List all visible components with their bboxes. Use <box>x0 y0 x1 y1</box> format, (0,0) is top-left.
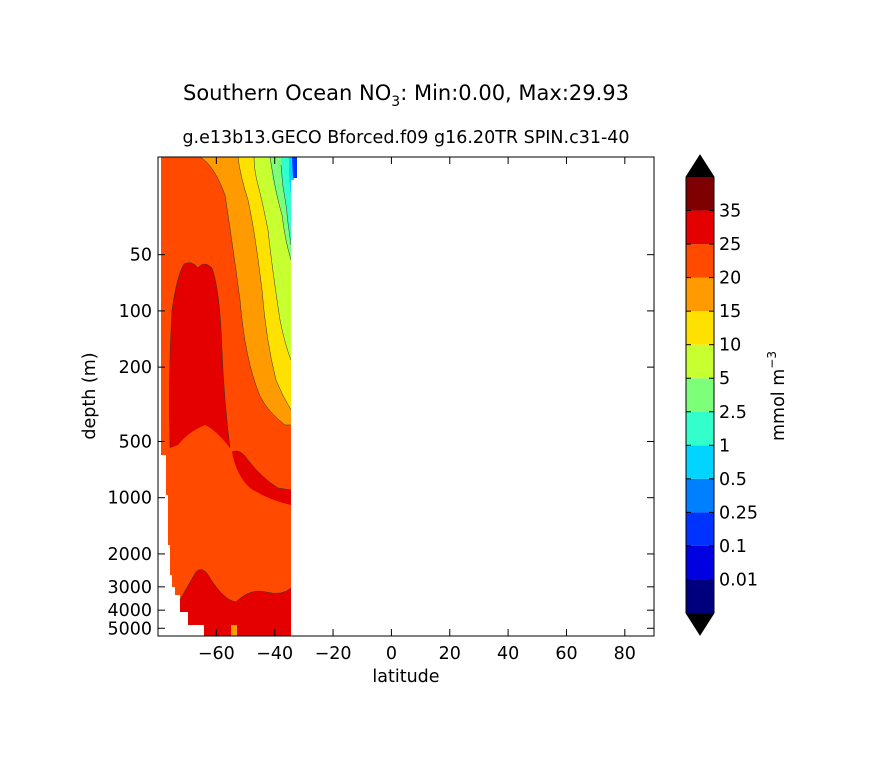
contour-band-1-2.5 <box>281 157 291 245</box>
x-tick-label: 60 <box>555 644 577 664</box>
x-tick-label: 20 <box>439 644 461 664</box>
colorbar-segment <box>686 579 714 613</box>
colorbar-segment <box>686 244 714 278</box>
colorbar-outline <box>685 154 715 636</box>
y-tick-label: 50 <box>130 246 152 266</box>
contour-band-0.1-0.5 <box>292 157 297 178</box>
colorbar-segment <box>686 445 714 479</box>
colorbar-segment <box>686 411 714 446</box>
colorbar-segment <box>686 378 714 412</box>
colorbar-tick-label: 25 <box>719 235 741 255</box>
x-axis-label: latitude <box>372 667 439 687</box>
colorbar-extend-max <box>686 155 714 177</box>
colorbar-extend-min <box>686 613 714 635</box>
seafloor-mask <box>158 455 204 636</box>
x-tick-label: −60 <box>198 644 235 664</box>
colorbar-tick-label: 0.25 <box>719 503 758 523</box>
y-tick-label: 5000 <box>107 619 152 639</box>
colorbar-segment <box>686 277 714 312</box>
colorbar-tick-label: 5 <box>719 369 730 389</box>
colorbar-tick-label: 1 <box>719 436 730 456</box>
colorbar-tick-label: 10 <box>719 336 741 356</box>
plot-frame <box>157 156 655 637</box>
x-tick-label: 80 <box>614 644 636 664</box>
y-tick-label: 200 <box>119 358 152 378</box>
colorbar-tick-label: 2.5 <box>719 403 747 423</box>
colorbar-segment <box>686 545 714 580</box>
colorbar-tick-label: 20 <box>719 269 741 289</box>
y-axis-label: depth (m) <box>80 352 100 439</box>
x-axis <box>215 157 626 636</box>
colorbar-segment <box>686 177 714 211</box>
y-tick-label: 4000 <box>107 601 152 621</box>
colorbar-tick-label: 35 <box>719 202 741 222</box>
contour-band-25-35-bottom <box>180 569 291 636</box>
y-tick-label: 3000 <box>107 578 152 598</box>
y-tick-label: 1000 <box>107 489 152 509</box>
x-tick-label: 40 <box>497 644 519 664</box>
ocean-mask <box>291 157 654 636</box>
y-tick-label: 2000 <box>107 545 152 565</box>
colorbar-segment <box>686 210 714 245</box>
colorbar <box>685 154 715 636</box>
colorbar-tick-label: 0.01 <box>719 570 758 590</box>
colorbar-label: mmol m−3 <box>765 351 789 441</box>
y-tick-label: 100 <box>119 302 152 322</box>
contour-band-25-35-upper <box>169 262 230 448</box>
contour-band-25-35-middle <box>232 451 291 505</box>
colorbar-segment <box>686 478 714 513</box>
x-tick-label: 0 <box>386 644 397 664</box>
colorbar-tick-labels: 0.01 0.1 0.25 0.5 1 2.5 5 10 15 20 25 35 <box>719 202 758 591</box>
bottom-orange-patch <box>231 625 237 636</box>
y-axis <box>158 254 654 629</box>
colorbar-tick-label: 0.1 <box>719 537 747 557</box>
colorbar-segment <box>686 344 714 379</box>
x-tick-labels: −60 −40 −20 0 20 40 60 80 <box>198 644 636 664</box>
chart-title: Southern Ocean NO3: Min:0.00, Max:29.93 <box>183 81 629 110</box>
contour-field <box>158 157 654 636</box>
y-tick-label: 500 <box>119 432 152 452</box>
colorbar-tick-label: 0.5 <box>719 470 747 490</box>
x-tick-label: −20 <box>315 644 352 664</box>
x-tick-label: −40 <box>256 644 293 664</box>
colorbar-tick-label: 15 <box>719 302 741 322</box>
colorbar-segment <box>686 512 714 546</box>
contour-lines <box>169 157 292 603</box>
chart-subtitle: g.e13b13.GECO Bforced.f09 g16.20TR SPIN.… <box>182 128 629 148</box>
colorbar-segment <box>686 311 714 345</box>
